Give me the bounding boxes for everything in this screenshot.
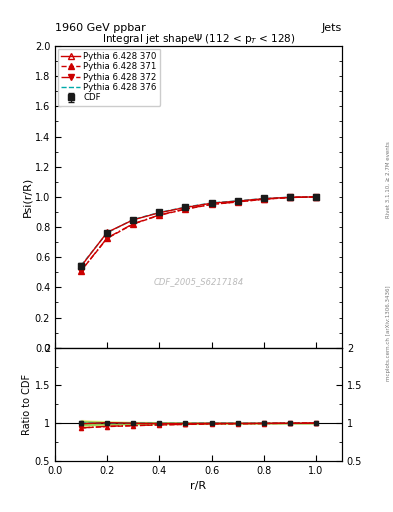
Text: Rivet 3.1.10, ≥ 2.7M events: Rivet 3.1.10, ≥ 2.7M events bbox=[386, 141, 391, 218]
Pythia 6.428 370 bbox=[209, 200, 214, 206]
Pythia 6.428 371 bbox=[287, 195, 292, 201]
Pythia 6.428 370 bbox=[261, 196, 266, 202]
Pythia 6.428 376 bbox=[131, 217, 136, 223]
Text: Jets: Jets bbox=[321, 23, 342, 33]
Pythia 6.428 371 bbox=[209, 201, 214, 207]
Line: Pythia 6.428 370: Pythia 6.428 370 bbox=[78, 194, 319, 269]
Line: Pythia 6.428 372: Pythia 6.428 372 bbox=[78, 194, 319, 273]
Pythia 6.428 370 bbox=[183, 204, 188, 210]
Pythia 6.428 371 bbox=[183, 206, 188, 212]
Pythia 6.428 370 bbox=[314, 194, 318, 200]
Title: Integral jet shapeΨ (112 < p$_T$ < 128): Integral jet shapeΨ (112 < p$_T$ < 128) bbox=[102, 32, 295, 46]
Pythia 6.428 376 bbox=[235, 198, 240, 204]
Pythia 6.428 376 bbox=[314, 194, 318, 200]
Text: mcplots.cern.ch [arXiv:1306.3436]: mcplots.cern.ch [arXiv:1306.3436] bbox=[386, 285, 391, 380]
Pythia 6.428 370 bbox=[235, 198, 240, 204]
Pythia 6.428 372 bbox=[261, 196, 266, 202]
Pythia 6.428 376 bbox=[183, 204, 188, 210]
Pythia 6.428 376 bbox=[105, 230, 110, 236]
Y-axis label: Psi(r/R): Psi(r/R) bbox=[22, 177, 32, 217]
Pythia 6.428 371 bbox=[235, 199, 240, 205]
Pythia 6.428 376 bbox=[79, 263, 83, 269]
X-axis label: r/R: r/R bbox=[190, 481, 207, 491]
Pythia 6.428 371 bbox=[314, 194, 318, 200]
Pythia 6.428 372 bbox=[235, 199, 240, 205]
Pythia 6.428 372 bbox=[105, 235, 110, 241]
Pythia 6.428 370 bbox=[287, 194, 292, 200]
Pythia 6.428 376 bbox=[209, 200, 214, 206]
Pythia 6.428 372 bbox=[131, 221, 136, 227]
Y-axis label: Ratio to CDF: Ratio to CDF bbox=[22, 374, 32, 435]
Line: Pythia 6.428 376: Pythia 6.428 376 bbox=[81, 197, 316, 266]
Pythia 6.428 370 bbox=[157, 209, 162, 216]
Pythia 6.428 372 bbox=[287, 195, 292, 201]
Legend: Pythia 6.428 370, Pythia 6.428 371, Pythia 6.428 372, Pythia 6.428 376, CDF: Pythia 6.428 370, Pythia 6.428 371, Pyth… bbox=[58, 49, 160, 105]
Pythia 6.428 371 bbox=[157, 212, 162, 218]
Text: CDF_2005_S6217184: CDF_2005_S6217184 bbox=[153, 277, 244, 286]
Line: Pythia 6.428 371: Pythia 6.428 371 bbox=[78, 194, 319, 273]
Text: 1960 GeV ppbar: 1960 GeV ppbar bbox=[55, 23, 146, 33]
Pythia 6.428 372 bbox=[209, 201, 214, 207]
Pythia 6.428 370 bbox=[105, 229, 110, 236]
Pythia 6.428 376 bbox=[287, 194, 292, 200]
Pythia 6.428 372 bbox=[79, 268, 83, 274]
Pythia 6.428 376 bbox=[157, 209, 162, 216]
Pythia 6.428 371 bbox=[261, 196, 266, 202]
Pythia 6.428 372 bbox=[157, 212, 162, 218]
Pythia 6.428 376 bbox=[261, 196, 266, 202]
Pythia 6.428 372 bbox=[183, 206, 188, 212]
Pythia 6.428 370 bbox=[131, 217, 136, 223]
Pythia 6.428 371 bbox=[105, 236, 110, 242]
Pythia 6.428 371 bbox=[131, 221, 136, 227]
Pythia 6.428 372 bbox=[314, 194, 318, 200]
Pythia 6.428 370 bbox=[79, 263, 83, 269]
Pythia 6.428 371 bbox=[79, 268, 83, 274]
